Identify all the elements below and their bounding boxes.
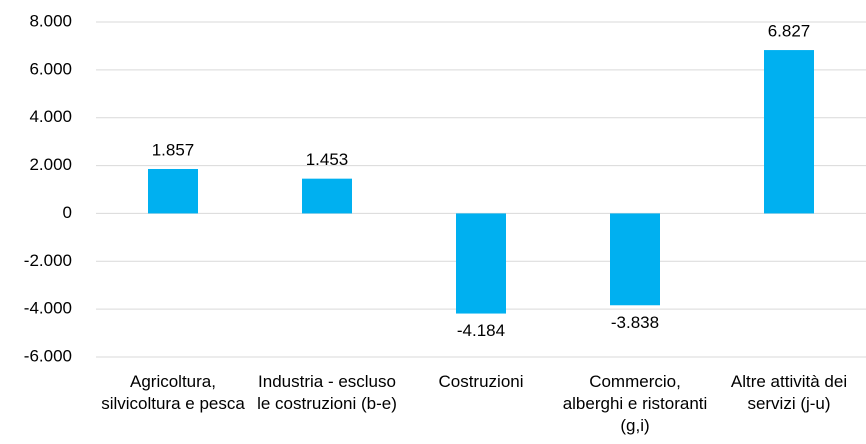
bar <box>456 213 506 314</box>
x-tick-label: Altre attività dei servizi (j-u) <box>730 372 848 413</box>
bar <box>610 213 660 306</box>
x-tick-label: Industria - escluso le costruzioni (b-e) <box>257 372 397 413</box>
y-tick-label: 0 <box>63 203 72 222</box>
x-tick-label: Commercio, alberghi e ristoranti (g,i) <box>562 372 708 435</box>
bar <box>764 50 814 214</box>
value-label: 1.857 <box>152 140 195 159</box>
y-tick-label: -6.000 <box>24 346 72 365</box>
x-tick-label: Agricoltura, silvicoltura e pesca <box>101 372 245 413</box>
value-label: 1.453 <box>306 150 349 169</box>
y-tick-label: 2.000 <box>29 155 72 174</box>
bar <box>148 168 198 214</box>
y-tick-label: 6.000 <box>29 59 72 78</box>
y-tick-label: -4.000 <box>24 299 72 318</box>
y-tick-label: 4.000 <box>29 107 72 126</box>
value-label: -3.838 <box>611 313 659 332</box>
value-label: -4.184 <box>457 321 505 340</box>
value-label: 6.827 <box>768 22 811 41</box>
x-tick-label: Costruzioni <box>438 372 524 391</box>
bar <box>302 178 352 214</box>
y-tick-label: -2.000 <box>24 251 72 270</box>
y-tick-label: 8.000 <box>29 11 72 30</box>
